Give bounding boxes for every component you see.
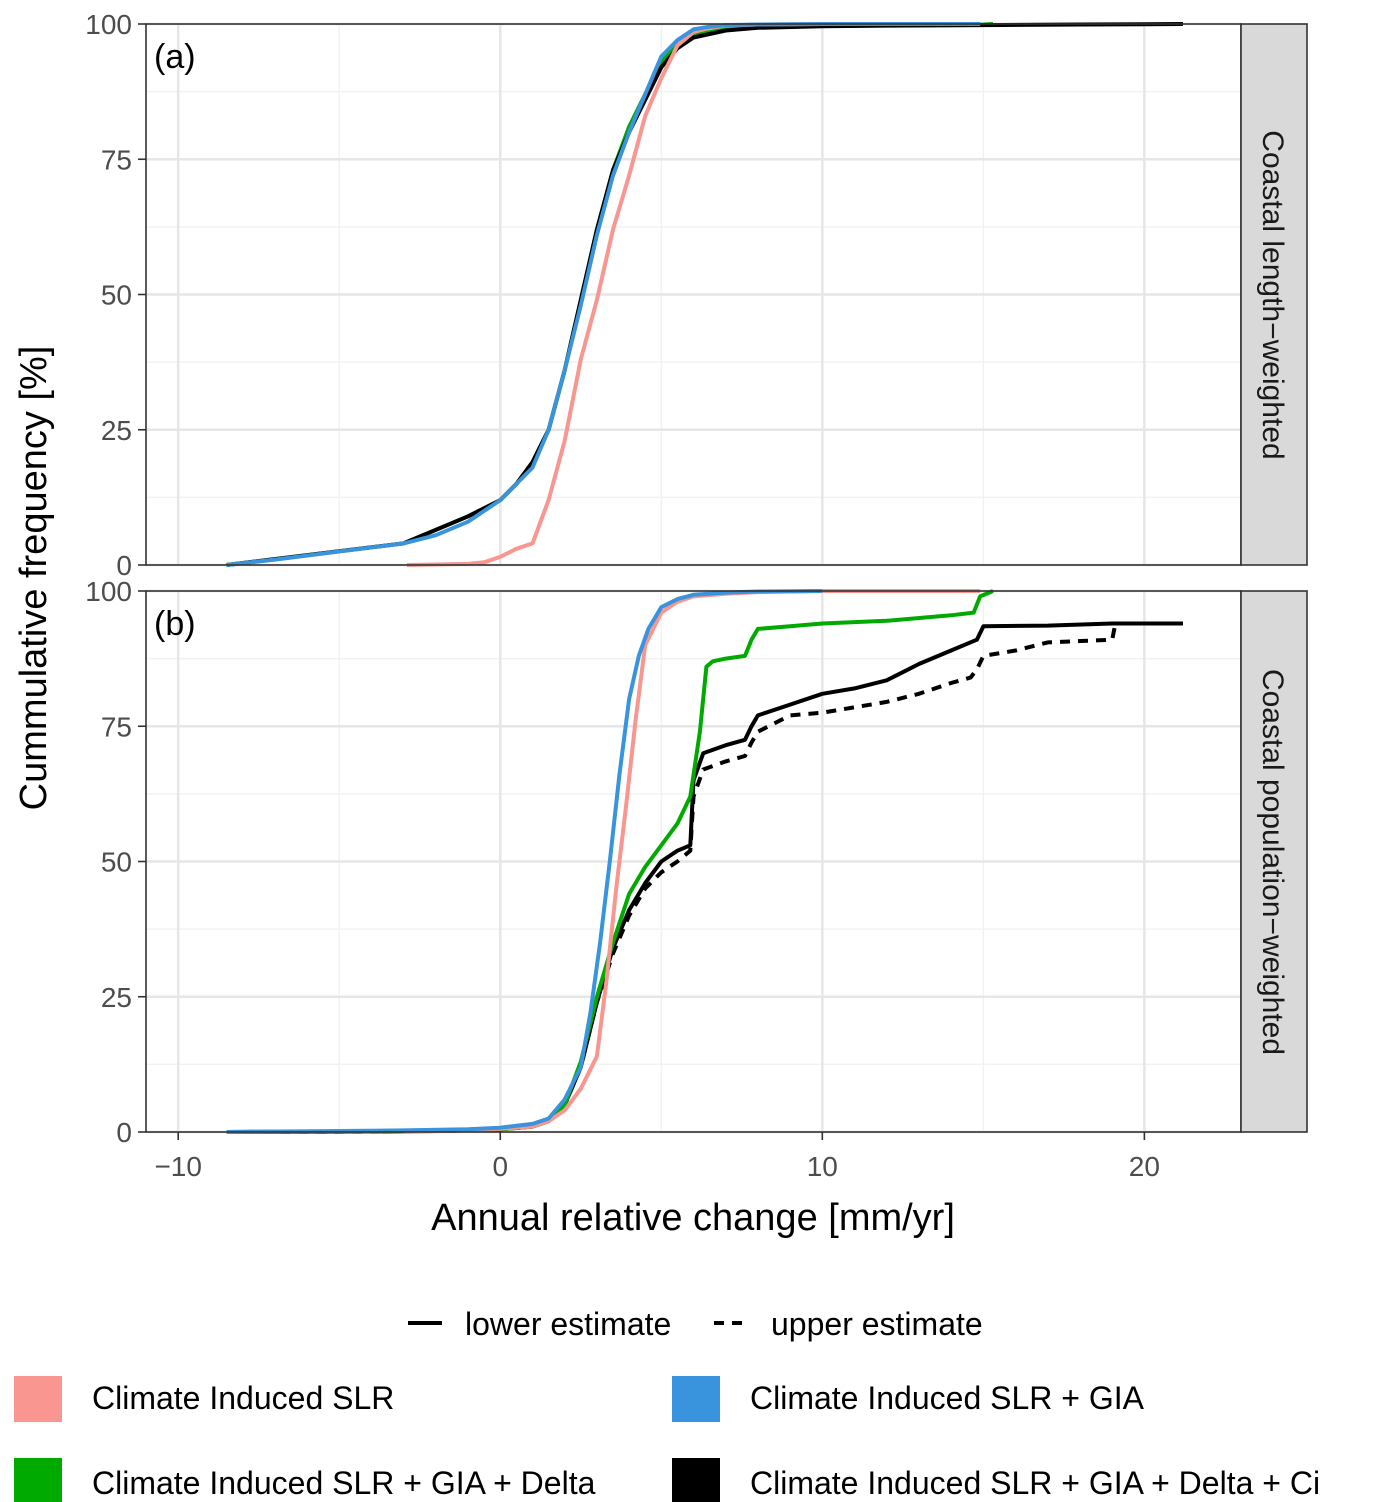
x-tick-label: −10	[154, 1151, 202, 1182]
legend-label-slr: Climate Induced SLR	[92, 1380, 394, 1416]
linetype-legend: lower estimate upper estimate	[408, 1306, 983, 1342]
legend: lower estimate upper estimate Climate In…	[14, 1306, 1320, 1502]
panel-b-series	[226, 589, 1183, 1134]
x-tick-label: 0	[492, 1151, 508, 1182]
series-line-b-4	[226, 589, 823, 1134]
y-tick-label: 0	[116, 1117, 132, 1148]
legend-label-slr-gia-delta-ci: Climate Induced SLR + GIA + Delta + Ci	[750, 1465, 1320, 1501]
y-tick-label: 75	[101, 144, 132, 175]
panel-a: (a) Coastal length−weighted 0 25 50 75 100	[85, 9, 1308, 581]
x-axis: −10 0 10 20	[154, 1132, 1160, 1182]
y-tick-label: 0	[116, 550, 132, 581]
panel-b: (b) Coastal population−weighted 0 25 50 75 1…	[85, 576, 1308, 1148]
series-line-a-3	[226, 22, 981, 567]
legend-swatch-slr	[14, 1376, 62, 1422]
panel-b-strip	[1240, 590, 1308, 1133]
panel-b-strip-label: Coastal population−weighted	[1256, 669, 1289, 1055]
legend-label-slr-gia: Climate Induced SLR + GIA	[750, 1380, 1145, 1416]
panel-b-grid	[146, 589, 1241, 1134]
x-tick-label: 10	[807, 1151, 838, 1182]
y-axis-title: Cummulative frequency [%]	[13, 346, 55, 811]
legend-swatch-slr-gia	[672, 1376, 720, 1422]
panel-a-strip-label: Coastal length−weighted	[1256, 130, 1289, 459]
y-tick-label: 25	[101, 982, 132, 1013]
x-axis-title: Annual relative change [mm/yr]	[431, 1197, 955, 1239]
panel-b-tag: (b)	[154, 605, 196, 643]
y-tick-label: 75	[101, 711, 132, 742]
y-tick-label: 50	[101, 847, 132, 878]
panel-b-y-ticks: 0 25 50 75 100	[85, 576, 146, 1148]
legend-lower-label: lower estimate	[465, 1306, 671, 1342]
panel-a-series	[226, 22, 1184, 567]
panel-a-y-ticks: 0 25 50 75 100	[85, 9, 146, 581]
legend-swatch-slr-gia-delta	[14, 1458, 62, 1502]
legend-upper-label: upper estimate	[771, 1306, 983, 1342]
panel-a-strip	[1240, 23, 1308, 566]
x-tick-label: 20	[1129, 1151, 1160, 1182]
legend-swatch-slr-gia-delta-ci	[672, 1458, 720, 1502]
panel-a-tag: (a)	[154, 38, 196, 76]
series-line-b-0	[226, 621, 1183, 1134]
legend-label-slr-gia-delta: Climate Induced SLR + GIA + Delta	[92, 1465, 596, 1501]
y-tick-label: 50	[101, 280, 132, 311]
y-tick-label: 100	[85, 9, 132, 40]
color-legend: Climate Induced SLR Climate Induced SLR …	[14, 1376, 1320, 1502]
y-tick-label: 100	[85, 576, 132, 607]
y-tick-label: 25	[101, 415, 132, 446]
panel-a-grid	[146, 22, 1241, 567]
